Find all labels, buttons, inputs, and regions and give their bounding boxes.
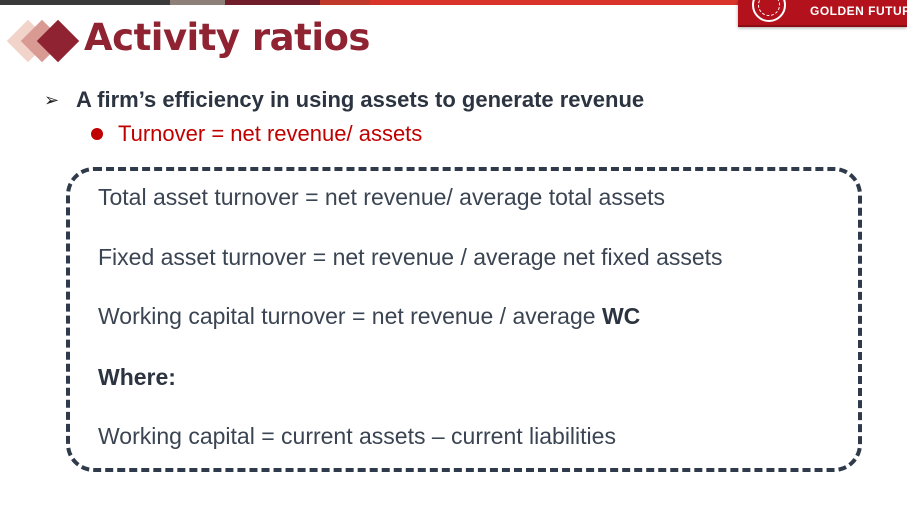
logo-text: GOLDEN FUTUR xyxy=(810,4,907,18)
bullet1-text: A firm’s efficiency in using assets to g… xyxy=(76,87,645,112)
bullet-level1: ➢ A firm’s efficiency in using assets to… xyxy=(44,87,644,113)
diamond-emblem-icon xyxy=(5,18,80,64)
where-label: Where: xyxy=(98,364,176,390)
dot-bullet-icon xyxy=(91,128,103,140)
arrow-bullet-icon: ➢ xyxy=(44,89,60,110)
formula-total-asset-turnover: Total asset turnover = net revenue/ aver… xyxy=(98,184,666,210)
formula-wc-bold: WC xyxy=(601,303,641,329)
top-stripe xyxy=(0,0,907,5)
bullet2-text: Turnover = net revenue/ assets xyxy=(118,121,423,146)
formula-wc-prefix: Working capital turnover = net revenue /… xyxy=(98,303,602,329)
formula-working-capital: Working capital = current assets – curre… xyxy=(98,423,616,449)
formula-box xyxy=(66,167,862,472)
formula-working-capital-turnover: Working capital turnover = net revenue /… xyxy=(98,303,640,330)
formula-fixed-asset-turnover: Fixed asset turnover = net revenue / ave… xyxy=(98,244,723,270)
university-seal xyxy=(752,0,786,22)
slide-title: Activity ratios xyxy=(84,16,370,59)
bullet-level2: Turnover = net revenue/ assets xyxy=(91,121,422,147)
university-logo: GOLDEN FUTUR xyxy=(738,0,907,27)
